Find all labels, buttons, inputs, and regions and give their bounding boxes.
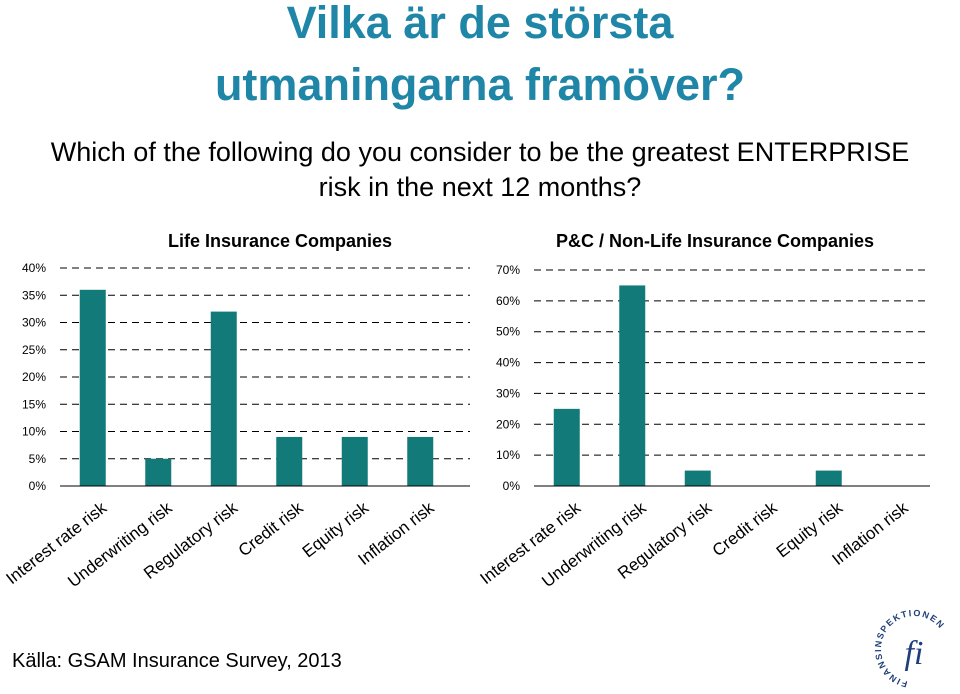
y-tick-label-pc-3: 30% [496,386,520,400]
x-tick-label-pc-3: Credit risk [709,498,781,560]
y-tick-label-life-3: 15% [22,397,46,411]
y-tick-label-pc-4: 40% [496,356,520,370]
y-tick-label-life-2: 10% [22,425,46,439]
svg-text:fi: fi [905,635,924,672]
page-title-line-2: utmaningarna framöver? [214,59,746,110]
bar-life-2 [210,311,237,486]
bar-life-4 [341,436,368,486]
source-note: Källa: GSAM Insurance Survey, 2013 [12,650,342,672]
bar-life-3 [276,436,303,486]
y-tick-label-life-0: 0% [29,479,47,493]
subtitle-line-2: risk in the next 12 months? [318,172,642,202]
y-tick-label-life-8: 40% [22,261,46,275]
bar-life-5 [407,436,434,486]
finansinspektionen-logo: FINANSINSPEKTIONEN fi [873,608,945,689]
y-tick-label-pc-0: 0% [503,479,521,493]
y-tick-label-life-4: 20% [22,370,46,384]
y-tick-label-life-6: 30% [22,316,46,330]
y-tick-label-life-7: 35% [22,288,46,302]
y-tick-label-life-1: 5% [29,452,47,466]
y-tick-label-pc-6: 60% [496,294,520,308]
bar-life-0 [79,289,106,486]
page-title-line-1: Vilka är de största [286,0,674,48]
y-tick-label-pc-1: 10% [496,448,520,462]
charts-canvas: 0%5%10%15%20%25%30%35%40%Interest rate r… [2,261,930,591]
subtitle: Which of the following do you consider t… [0,135,960,205]
bar-life-1 [145,458,172,486]
x-tick-label-life-3: Credit risk [235,498,307,560]
chart-title-life: Life Insurance Companies [167,231,393,251]
subtitle-line-1: Which of the following do you consider t… [50,137,910,167]
bar-pc-1 [619,285,646,486]
y-tick-label-pc-2: 20% [496,417,520,431]
bar-pc-2 [684,470,711,486]
bar-pc-0 [553,408,580,486]
y-tick-label-pc-7: 70% [496,263,520,277]
y-tick-label-life-5: 25% [22,343,46,357]
bar-pc-4 [815,470,842,486]
chart-title-pc: P&C / Non-Life Insurance Companies [555,231,875,251]
y-tick-label-pc-5: 50% [496,325,520,339]
